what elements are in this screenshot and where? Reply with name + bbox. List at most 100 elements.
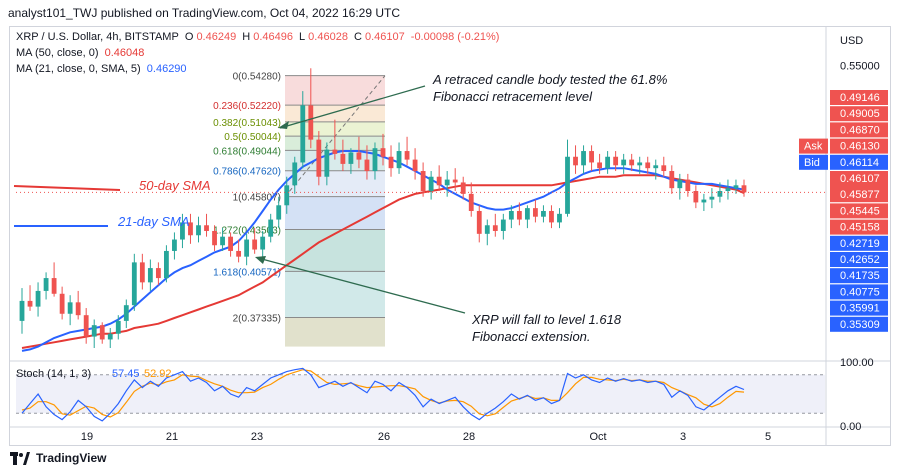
price-tag-text: 0.49146 bbox=[840, 92, 880, 104]
price-tick-label: 0.55000 bbox=[840, 60, 880, 72]
price-tag-box bbox=[830, 300, 888, 316]
fib-zone-0 bbox=[285, 75, 385, 106]
stoch-tick-label: 100.00 bbox=[840, 357, 874, 369]
candle-body bbox=[324, 149, 330, 177]
legend-low-label: L bbox=[299, 31, 306, 43]
fib-zone-1.272 bbox=[285, 229, 385, 272]
candle-body bbox=[565, 156, 570, 214]
candle-body bbox=[388, 156, 394, 169]
chart-frame bbox=[9, 26, 891, 446]
candle-body bbox=[372, 148, 378, 172]
price-tag-box bbox=[830, 235, 888, 251]
fib-label-2: 2(0.37335) bbox=[233, 314, 281, 325]
price-tag-side-box bbox=[799, 138, 828, 154]
time-tick-label: 21 bbox=[166, 431, 178, 443]
candle-body bbox=[516, 210, 522, 220]
legend-ma50-label: MA (50, close, 0) bbox=[16, 47, 99, 59]
candle-body bbox=[709, 196, 715, 200]
candle-body bbox=[340, 153, 346, 164]
fib-label-0.382: 0.382(0.51043) bbox=[213, 118, 281, 129]
candle-body bbox=[444, 179, 450, 186]
fib-label-1: 1(0.45807) bbox=[233, 193, 281, 204]
price-tag-box bbox=[830, 252, 888, 267]
price-tag-text: 0.40775 bbox=[840, 286, 880, 298]
price-tag-text: 0.46114 bbox=[840, 157, 879, 169]
candle-body bbox=[99, 325, 105, 340]
price-tag-box bbox=[830, 316, 888, 332]
publish-line: analyst101_TWJ published on TradingView.… bbox=[8, 6, 400, 20]
price-tag-text: 0.35309 bbox=[840, 319, 880, 331]
candle-body bbox=[436, 176, 442, 186]
candle-body bbox=[380, 148, 386, 157]
candle-body bbox=[27, 300, 33, 307]
candle-body bbox=[316, 139, 322, 177]
price-tag-text: 0.45445 bbox=[840, 205, 880, 217]
candle-body bbox=[300, 105, 306, 163]
candle-body bbox=[492, 225, 498, 231]
fib-zone-tail bbox=[285, 317, 385, 347]
candle-body bbox=[268, 219, 274, 237]
price-tag-box bbox=[830, 122, 888, 138]
candle-body bbox=[637, 162, 643, 166]
stoch-label: Stoch (14, 1, 3) bbox=[16, 368, 91, 380]
price-axis-label: USD bbox=[840, 35, 863, 47]
candle-body bbox=[645, 162, 651, 169]
legend-ma21-row: MA (21, close, 0, SMA, 5) 0.46290 bbox=[16, 63, 190, 75]
price-tag-side-label: Ask bbox=[804, 141, 823, 153]
candle-body bbox=[533, 208, 538, 217]
candle-body bbox=[476, 210, 482, 234]
candle-body bbox=[420, 171, 426, 192]
footer: TradingView bbox=[10, 451, 106, 465]
candle-body bbox=[621, 159, 627, 166]
fib-label-1.618: 1.618(0.40571) bbox=[213, 267, 281, 278]
candle-body bbox=[284, 185, 290, 206]
legend-change: -0.00098 (-0.21%) bbox=[410, 31, 500, 43]
candle-body bbox=[19, 300, 25, 321]
candle-body bbox=[43, 278, 49, 291]
price-tag-box bbox=[830, 106, 888, 122]
candle-body bbox=[348, 152, 354, 164]
price-tag-text: 0.42719 bbox=[840, 238, 880, 250]
candle-body bbox=[733, 185, 739, 189]
candle-body bbox=[228, 236, 233, 251]
fib-label-0.618: 0.618(0.49044) bbox=[213, 146, 281, 157]
candle-body bbox=[500, 219, 506, 231]
candle-body bbox=[573, 156, 578, 166]
legend-close: 0.46107 bbox=[364, 31, 405, 43]
sma21-annotation: 21-day SMA bbox=[117, 214, 190, 229]
candle-body bbox=[292, 162, 298, 186]
price-tag-text: 0.45158 bbox=[840, 222, 880, 234]
legend-symbol: XRP / U.S. Dollar, 4h, BITSTAMP bbox=[16, 31, 179, 43]
fib-label-0: 0(0.54280) bbox=[233, 72, 281, 83]
candle-body bbox=[59, 293, 65, 314]
candle-body bbox=[220, 236, 225, 246]
candle-body bbox=[605, 156, 611, 169]
price-tag-box bbox=[830, 154, 888, 170]
candle-body bbox=[717, 191, 723, 197]
legend-symbol-row: XRP / U.S. Dollar, 4h, BITSTAMP O 0.46249… bbox=[16, 31, 502, 43]
legend-close-label: C bbox=[354, 31, 362, 43]
time-tick-label: 5 bbox=[765, 431, 771, 443]
candle-body bbox=[557, 213, 562, 223]
fib-zone-1 bbox=[285, 196, 385, 230]
price-tag-side-label: Bid bbox=[804, 157, 820, 169]
candle-body bbox=[91, 325, 97, 337]
price-tag-box bbox=[830, 138, 888, 154]
time-tick-label: 28 bbox=[463, 431, 475, 443]
retrace-annotation-line2: Fibonacci retracement level bbox=[433, 89, 593, 104]
stoch-k-line bbox=[21, 367, 745, 422]
candle-body bbox=[701, 199, 707, 203]
candle-body bbox=[693, 191, 699, 203]
candle-body bbox=[452, 179, 458, 183]
candle-body bbox=[276, 205, 282, 220]
candle-body bbox=[524, 208, 530, 220]
legend-high-label: H bbox=[242, 31, 251, 43]
candle-body bbox=[597, 162, 602, 169]
candle-body bbox=[332, 149, 338, 154]
price-tag-box bbox=[830, 268, 888, 284]
candle-body bbox=[549, 210, 554, 223]
price-tag-text: 0.41735 bbox=[840, 270, 880, 282]
candle-body bbox=[180, 222, 185, 240]
candle-body bbox=[629, 159, 635, 166]
